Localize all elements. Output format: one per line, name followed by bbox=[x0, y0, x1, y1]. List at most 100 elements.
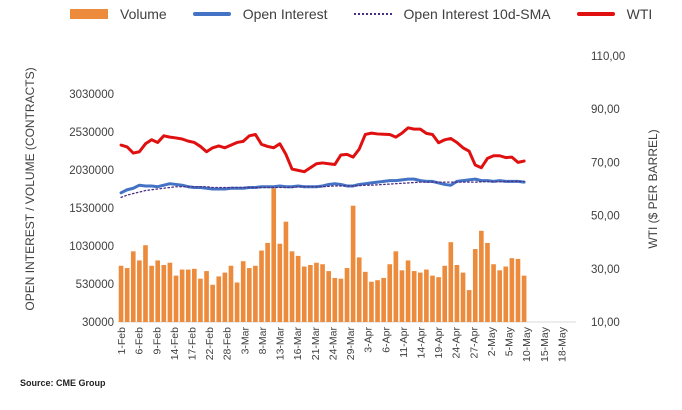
legend-wti: WTI bbox=[576, 6, 653, 22]
legend-volume: Volume bbox=[70, 6, 167, 22]
x-tick-label: 24-Mar bbox=[327, 327, 339, 361]
volume-bar bbox=[216, 276, 222, 322]
volume-bar bbox=[417, 272, 423, 322]
x-tick-label: 15-May bbox=[539, 326, 551, 362]
volume-bar bbox=[497, 270, 502, 322]
left-tick-label: 1530000 bbox=[69, 203, 114, 215]
x-tick-label: 6-Feb bbox=[134, 327, 146, 355]
volume-bar bbox=[503, 266, 509, 322]
volume-bar bbox=[491, 264, 496, 322]
volume-bar bbox=[344, 268, 350, 322]
legend-wti-label: WTI bbox=[626, 6, 653, 22]
volume-bar bbox=[210, 284, 215, 322]
left-tick-label: 2030000 bbox=[69, 165, 114, 177]
legend-oi-sma: Open Interest 10d-SMA bbox=[353, 6, 551, 22]
x-tick-label: 8-Mar bbox=[257, 326, 269, 354]
volume-bar bbox=[198, 278, 203, 322]
volume-bar bbox=[283, 221, 289, 322]
volume-bar bbox=[301, 266, 307, 322]
volume-bar bbox=[411, 271, 417, 322]
right-tick-label: 90,00 bbox=[591, 104, 620, 116]
volume-bar bbox=[362, 271, 368, 322]
volume-bar bbox=[405, 260, 411, 322]
x-tick-label: 1-Feb bbox=[116, 327, 128, 355]
x-tick-label: 5-May bbox=[504, 326, 516, 356]
legend-open-interest: Open Interest bbox=[192, 6, 328, 22]
right-tick-label: 70,00 bbox=[591, 157, 620, 169]
legend-open-interest-label: Open Interest bbox=[242, 6, 328, 22]
right-tick-label: 50,00 bbox=[591, 211, 620, 223]
x-tick-label: 6-Apr bbox=[380, 327, 392, 353]
volume-bar bbox=[234, 282, 240, 322]
volume-bar bbox=[185, 269, 191, 322]
volume-bar bbox=[228, 265, 234, 322]
oi-sma-line bbox=[120, 180, 525, 199]
volume-bar bbox=[246, 268, 252, 322]
x-tick-label: 16-Mar bbox=[292, 327, 304, 361]
volume-bar bbox=[173, 275, 179, 322]
x-tick-label: 18-May bbox=[556, 326, 568, 362]
x-tick-label: 13-Mar bbox=[275, 327, 287, 361]
volume-bar bbox=[253, 265, 258, 322]
x-tick-label: 3-Mar bbox=[239, 326, 251, 354]
left-tick-label: 30000 bbox=[82, 317, 114, 329]
legend-oi-sma-label: Open Interest 10d-SMA bbox=[403, 6, 551, 22]
left-tick-label: 530000 bbox=[76, 279, 114, 291]
x-tick-label: 17-Feb bbox=[187, 327, 199, 360]
volume-bar bbox=[240, 261, 246, 322]
volume-bar bbox=[161, 265, 167, 322]
volume-bar bbox=[204, 271, 209, 322]
volume-bar bbox=[124, 268, 130, 322]
volume-bar bbox=[265, 242, 270, 322]
open-interest-swatch-icon bbox=[192, 12, 231, 16]
volume-bar bbox=[375, 280, 380, 322]
volume-bar bbox=[485, 242, 490, 322]
volume-bar bbox=[387, 264, 393, 322]
volume-bar bbox=[149, 265, 154, 322]
volume-bar bbox=[350, 205, 356, 322]
x-tick-label: 14-Apr bbox=[416, 326, 428, 358]
volume-bar bbox=[179, 269, 185, 322]
volume-bar bbox=[399, 270, 405, 322]
wti-swatch-icon bbox=[576, 12, 615, 16]
x-tick-label: 19-Apr bbox=[433, 326, 445, 358]
source-note: Source: CME Group bbox=[20, 378, 106, 388]
volume-bar bbox=[222, 272, 228, 322]
volume-bar bbox=[320, 264, 325, 322]
volume-bar bbox=[259, 250, 264, 322]
left-tick-label: 3030000 bbox=[69, 89, 114, 101]
x-tick-label: 2-May bbox=[486, 326, 498, 356]
volume-bar bbox=[130, 251, 136, 322]
volume-bar bbox=[289, 251, 295, 322]
volume-bar bbox=[448, 242, 454, 322]
volume-bar bbox=[277, 243, 283, 322]
volume-bar bbox=[271, 188, 277, 322]
right-tick-label: 30,00 bbox=[591, 264, 620, 276]
volume-bar bbox=[509, 258, 515, 322]
volume-bar bbox=[460, 272, 466, 322]
legend-volume-label: Volume bbox=[120, 6, 167, 22]
open-interest-line bbox=[119, 177, 526, 195]
volume-bar bbox=[356, 257, 362, 322]
volume-bar bbox=[466, 290, 472, 322]
x-tick-label: 9-Feb bbox=[151, 327, 163, 355]
volume-bar bbox=[155, 260, 161, 322]
volume-bar bbox=[295, 255, 301, 322]
right-tick-label: 110,00 bbox=[591, 51, 625, 63]
volume-bar bbox=[118, 265, 124, 322]
oi-sma-swatch-icon bbox=[353, 13, 392, 15]
volume-bar bbox=[424, 269, 429, 322]
legend: Volume Open Interest Open Interest 10d-S… bbox=[70, 6, 678, 22]
right-axis-title: WTI ($ PER BARREL) bbox=[646, 129, 660, 248]
volume-bar bbox=[338, 278, 344, 322]
volume-bar bbox=[479, 230, 484, 322]
volume-bar bbox=[308, 265, 313, 322]
volume-bar bbox=[137, 260, 142, 322]
x-tick-label: 22-Feb bbox=[204, 327, 216, 360]
x-tick-label: 3-Apr bbox=[363, 327, 375, 353]
x-tick-label: 29-Mar bbox=[345, 327, 357, 361]
wti-line bbox=[119, 126, 526, 174]
volume-bar bbox=[521, 275, 527, 322]
volume-bar bbox=[326, 271, 332, 322]
